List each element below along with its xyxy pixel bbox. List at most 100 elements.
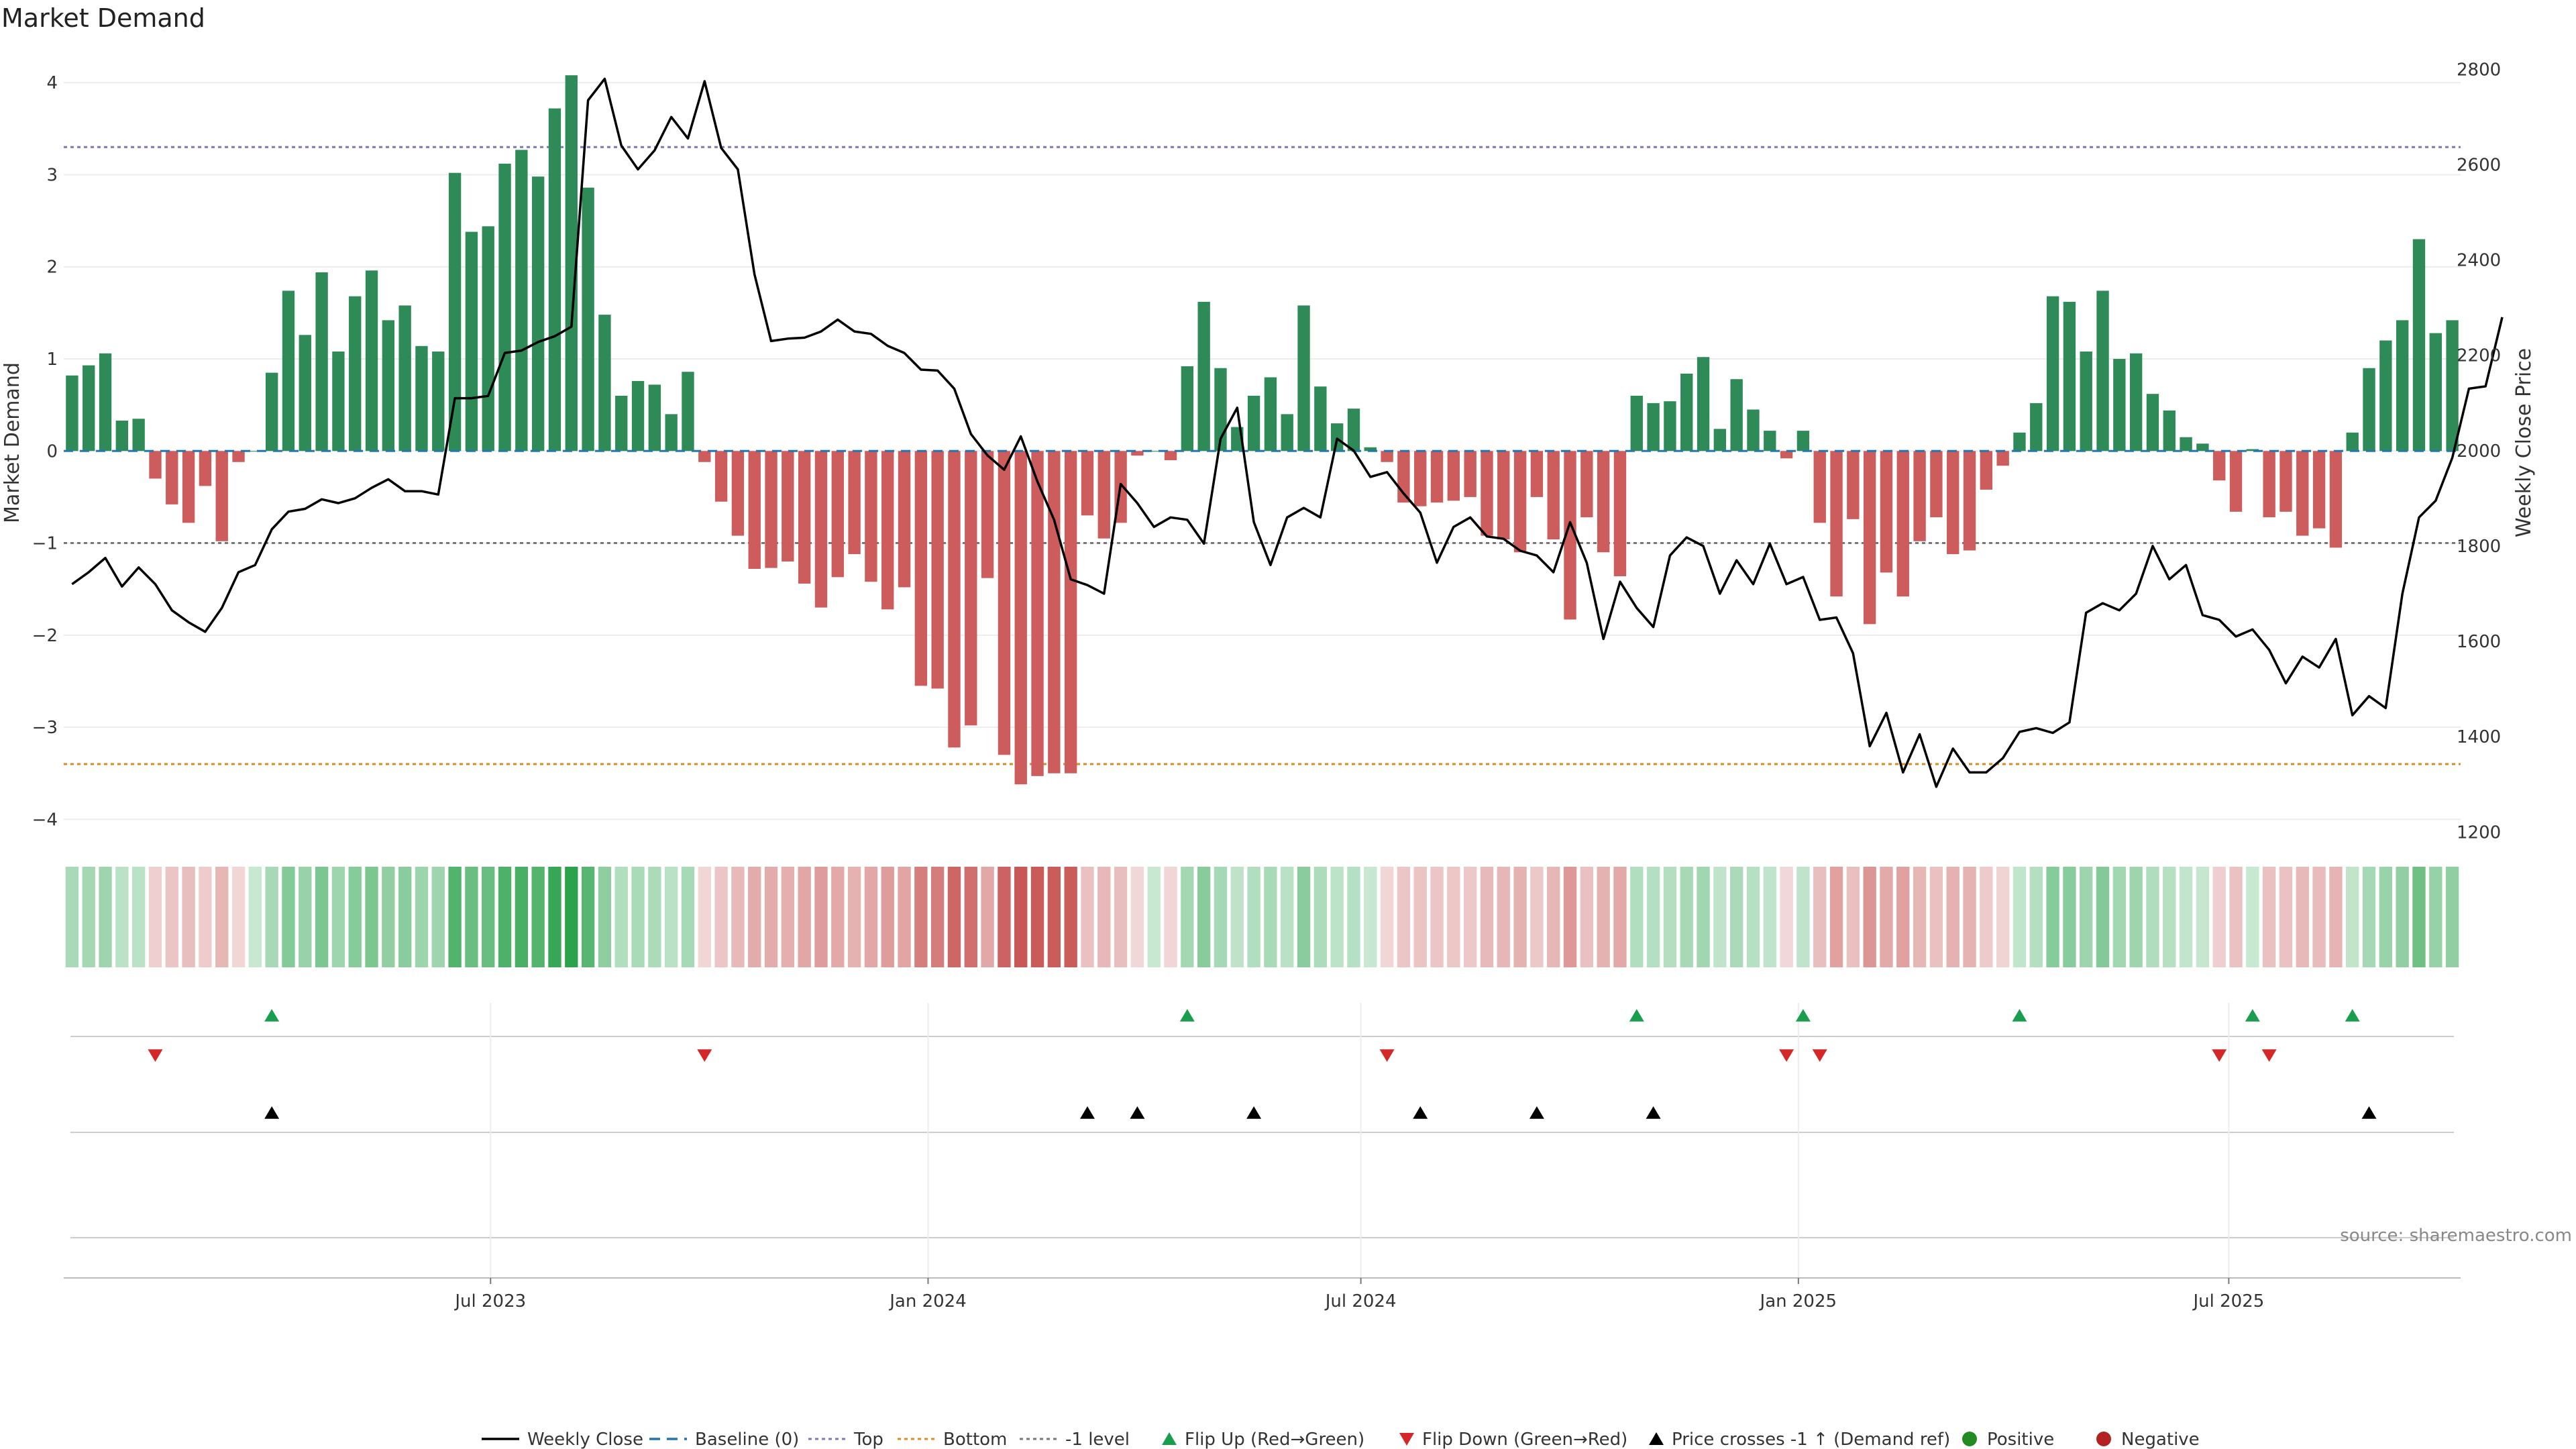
strip-cell	[764, 867, 778, 967]
demand-bar	[2196, 443, 2209, 451]
strip-cell	[1197, 867, 1211, 967]
strip-cell	[565, 867, 578, 967]
demand-bar	[2030, 402, 2043, 451]
demand-bar	[1447, 451, 1460, 501]
strip-cell	[1047, 867, 1061, 967]
demand-bar	[2213, 451, 2226, 481]
flip-up-marker	[264, 1009, 280, 1022]
strip-cell	[1397, 867, 1411, 967]
left-y-tick-label: −4	[32, 810, 58, 830]
strip-cell	[1896, 867, 1910, 967]
demand-bar	[1613, 451, 1627, 576]
flip-down-marker	[2261, 1049, 2277, 1062]
legend-label: Weekly Close	[527, 1430, 643, 1449]
strip-cell	[664, 867, 678, 967]
flip-down-marker	[1379, 1049, 1395, 1062]
strip-cell	[1014, 867, 1028, 967]
strip-cell	[515, 867, 529, 967]
demand-bar	[482, 226, 494, 451]
demand-bar	[1164, 451, 1177, 460]
strip-cell	[1929, 867, 1943, 967]
strip-cell	[2346, 867, 2359, 967]
strip-cell	[1547, 867, 1560, 967]
strip-cell	[1030, 867, 1044, 967]
demand-bar	[299, 335, 311, 451]
demand-bar	[199, 451, 212, 486]
demand-bar	[382, 320, 395, 451]
legend-item: Price crosses -1 ↑ (Demand ref)	[1649, 1430, 1950, 1449]
strip-cell	[382, 867, 395, 967]
x-axis-ticks: Jul 2023 Jan 2024 Jul 2024 Jan 2025 Jul 2025	[453, 1278, 2264, 1311]
strip-cell	[2096, 867, 2110, 967]
demand-bar	[83, 365, 95, 451]
demand-bar	[1097, 451, 1110, 539]
strip-cell	[1597, 867, 1610, 967]
strip-cell	[115, 867, 129, 967]
demand-bar	[631, 380, 645, 451]
legend-item: Top	[808, 1430, 883, 1449]
strip-cell	[2029, 867, 2043, 967]
strip-cell	[65, 867, 79, 967]
flip-up-marker	[1179, 1009, 1195, 1022]
demand-bar	[1896, 451, 1909, 597]
strip-cell	[199, 867, 212, 967]
price-cross-marker	[1529, 1106, 1544, 1119]
legend-swatch-dot	[1962, 1432, 1977, 1446]
legend-label: Top	[853, 1430, 883, 1449]
demand-bar	[1547, 451, 1560, 540]
strip-cell	[814, 867, 828, 967]
strip-cell	[2112, 867, 2127, 967]
strip-cell	[914, 867, 928, 967]
demand-bar	[948, 451, 961, 748]
demand-bar	[981, 451, 994, 578]
strip-cell	[1347, 867, 1360, 967]
demand-bar	[415, 345, 428, 451]
legend-label: Baseline (0)	[695, 1430, 799, 1449]
demand-bar	[2446, 320, 2459, 451]
demand-bar	[914, 451, 928, 686]
demand-bar	[2429, 333, 2442, 451]
strip-cell	[1813, 867, 1827, 967]
demand-bar	[1364, 447, 1377, 451]
flip-down-marker	[148, 1049, 163, 1062]
demand-bar	[2063, 301, 2076, 451]
strip-cell	[548, 867, 561, 967]
price-cross-marker	[1246, 1106, 1262, 1119]
strip-cell	[1114, 867, 1128, 967]
strip-cell	[2012, 867, 2027, 967]
strip-cell	[1796, 867, 1810, 967]
demand-bar	[2246, 449, 2259, 451]
demand-bar	[1481, 451, 1493, 536]
demand-bar	[1131, 451, 1144, 456]
strip-cell	[1680, 867, 1693, 967]
demand-bar	[1347, 409, 1360, 451]
x-tick-label: Jul 2023	[453, 1291, 526, 1311]
strip-cell	[1980, 867, 1993, 967]
demand-bar	[648, 384, 661, 451]
strip-cell	[1130, 867, 1144, 967]
strip-cell	[398, 867, 412, 967]
right-y-tick-label: 2400	[2457, 251, 2501, 271]
demand-bar	[1297, 305, 1310, 451]
flip-up-marker	[2245, 1009, 2260, 1022]
strip-cell	[1497, 867, 1510, 967]
strip-cell	[265, 867, 278, 967]
demand-bar	[1031, 451, 1044, 776]
demand-bar	[166, 451, 178, 504]
strip-cell	[1996, 867, 2010, 967]
strip-cell	[415, 867, 429, 967]
strip-cell	[798, 867, 811, 967]
strip-cell	[1846, 867, 1860, 967]
demand-bar	[1830, 451, 1843, 597]
strip-cell	[531, 867, 545, 967]
demand-bar	[998, 451, 1011, 755]
right-y-tick-label: 2800	[2457, 60, 2501, 80]
legend-item: -1 level	[1020, 1430, 1130, 1449]
strip-cell	[2279, 867, 2293, 967]
right-y-tick-label: 1200	[2457, 822, 2501, 843]
demand-bar	[1464, 451, 1477, 497]
demand-bar	[1880, 451, 1893, 573]
demand-bar	[2312, 451, 2326, 529]
strip-cell	[2163, 867, 2176, 967]
strip-cell	[581, 867, 595, 967]
